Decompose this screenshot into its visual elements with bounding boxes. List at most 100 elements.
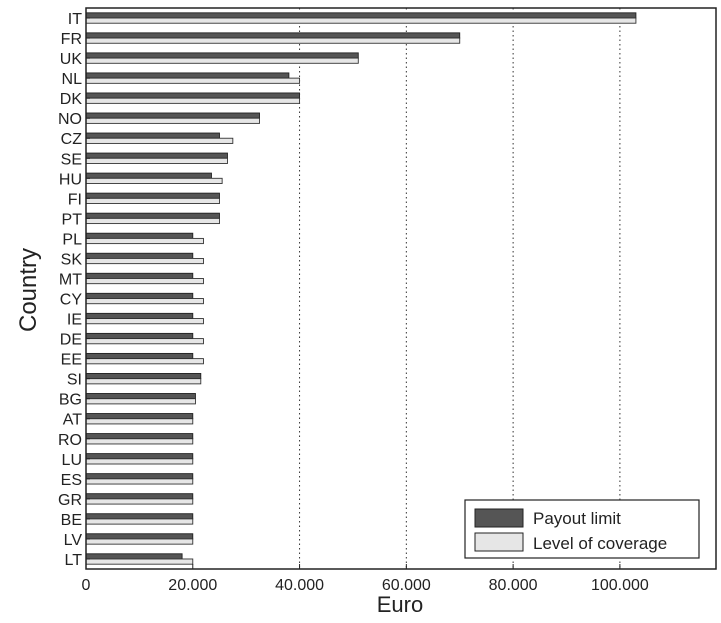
bar-level-of-coverage-es <box>85 478 194 485</box>
y-tick-label-it: IT <box>68 11 82 28</box>
y-tick-label-at: AT <box>63 412 82 429</box>
bar-payout-limit-de <box>85 332 194 340</box>
x-tick-label-100000: 100.000 <box>591 577 649 594</box>
bar-payout-limit-lv <box>85 533 194 540</box>
bar-payout-limit-be <box>85 513 194 520</box>
y-tick-label-si: SI <box>67 372 82 389</box>
legend-label-payout-limit: Payout limit <box>533 509 621 528</box>
y-tick-label-be: BE <box>61 512 82 529</box>
y-tick-label-lv: LV <box>64 532 83 549</box>
y-tick-label-bg: BG <box>59 392 82 409</box>
grid-lines <box>299 8 621 569</box>
x-tick-label-0: 0 <box>82 577 91 594</box>
bar-level-of-coverage-pl <box>85 237 204 245</box>
bar-level-of-coverage-lv <box>85 538 194 545</box>
plot-frame <box>85 7 717 570</box>
y-tick-label-ro: RO <box>58 432 82 449</box>
bar-level-of-coverage-cz <box>85 137 234 144</box>
bar-level-of-coverage-fi <box>85 197 220 204</box>
bar-level-of-coverage-nl <box>85 77 301 84</box>
bars <box>85 12 637 565</box>
bar-payout-limit-si <box>85 373 202 380</box>
y-tick-label-dk: DK <box>60 91 83 108</box>
bar-payout-limit-nl <box>85 72 290 79</box>
bar-payout-limit-ee <box>85 352 194 360</box>
bar-level-of-coverage-fr <box>85 37 461 44</box>
bar-payout-limit-cz <box>85 132 220 139</box>
y-tick-label-fi: FI <box>68 191 82 208</box>
bar-level-of-coverage-lu <box>85 458 194 465</box>
y-tick-label-pt: PT <box>62 211 83 228</box>
bar-payout-limit-at <box>85 413 194 420</box>
bar-payout-limit-uk <box>85 52 359 59</box>
x-tick-label-80000: 80.000 <box>489 577 538 594</box>
bar-payout-limit-dk <box>85 92 301 99</box>
y-tick-label-de: DE <box>60 332 82 349</box>
bar-payout-limit-fi <box>85 192 220 199</box>
bar-level-of-coverage-sk <box>85 257 204 265</box>
y-axis-label: Country <box>15 248 42 332</box>
bar-level-of-coverage-pt <box>85 217 220 225</box>
y-tick-label-cz: CZ <box>61 131 83 148</box>
bar-level-of-coverage-ie <box>85 318 204 325</box>
y-tick-label-uk: UK <box>60 51 83 68</box>
y-tick-label-sk: SK <box>61 251 83 268</box>
y-tick-label-lt: LT <box>65 552 83 569</box>
y-tick-label-es: ES <box>61 472 82 489</box>
y-tick-label-hu: HU <box>59 171 82 188</box>
bar-level-of-coverage-dk <box>85 97 301 104</box>
y-tick-label-fr: FR <box>61 31 82 48</box>
bar-level-of-coverage-gr <box>85 498 194 505</box>
bar-level-of-coverage-de <box>85 338 204 345</box>
y-tick-label-cy: CY <box>60 292 83 309</box>
x-tick-labels: 0 20.000 40.000 60.000 80.000 100.000 <box>82 564 649 594</box>
bar-level-of-coverage-bg <box>85 398 196 405</box>
bar-payout-limit-bg <box>85 393 196 400</box>
bar-payout-limit-es <box>85 473 194 480</box>
bar-level-of-coverage-se <box>85 157 228 164</box>
x-axis-label: Euro <box>377 592 423 617</box>
legend: Payout limit Level of coverage <box>464 499 700 559</box>
bar-level-of-coverage-mt <box>85 278 204 285</box>
bar-level-of-coverage-cy <box>85 298 204 305</box>
y-tick-label-ee: EE <box>61 352 82 369</box>
x-tick-label-20000: 20.000 <box>168 577 217 594</box>
bar-payout-limit-hu <box>85 172 212 179</box>
bar-payout-limit-gr <box>85 493 194 500</box>
bar-payout-limit-fr <box>85 32 461 39</box>
y-tick-label-nl: NL <box>62 71 83 88</box>
y-tick-label-pl: PL <box>62 231 82 248</box>
x-tick-label-60000: 60.000 <box>382 577 431 594</box>
bar-payout-limit-it <box>85 12 637 19</box>
bar-payout-limit-mt <box>85 272 194 279</box>
y-tick-label-no: NO <box>58 111 82 128</box>
bar-payout-limit-cy <box>85 292 194 299</box>
bar-level-of-coverage-uk <box>85 57 359 64</box>
x-tick-label-40000: 40.000 <box>275 577 324 594</box>
bar-payout-limit-lt <box>85 553 183 560</box>
bar-payout-limit-no <box>85 112 260 119</box>
y-tick-label-ie: IE <box>67 312 82 329</box>
y-tick-labels: IT FR UK NL DK NO CZ SE HU FI PT PL SK MT CY IE DE EE SI BG… <box>58 11 90 569</box>
bar-payout-limit-se <box>85 152 228 159</box>
bar-level-of-coverage-hu <box>85 177 223 184</box>
bar-level-of-coverage-lt <box>85 558 194 565</box>
bar-level-of-coverage-at <box>85 418 194 425</box>
legend-swatch-payout-limit <box>474 508 524 528</box>
bar-payout-limit-sk <box>85 252 194 259</box>
bar-payout-limit-ro <box>85 433 194 440</box>
bar-level-of-coverage-si <box>85 378 202 385</box>
bar-level-of-coverage-ro <box>85 438 194 445</box>
bar-level-of-coverage-no <box>85 117 260 124</box>
bar-payout-limit-lu <box>85 453 194 460</box>
bar-level-of-coverage-ee <box>85 358 204 365</box>
legend-swatch-level-of-coverage <box>474 532 524 552</box>
y-tick-label-gr: GR <box>58 492 82 509</box>
bar-level-of-coverage-be <box>85 518 194 525</box>
bar-payout-limit-pl <box>85 232 194 239</box>
y-tick-label-lu: LU <box>62 452 82 469</box>
y-tick-label-se: SE <box>61 151 82 168</box>
bar-payout-limit-ie <box>85 312 194 320</box>
y-tick-label-mt: MT <box>59 271 82 288</box>
